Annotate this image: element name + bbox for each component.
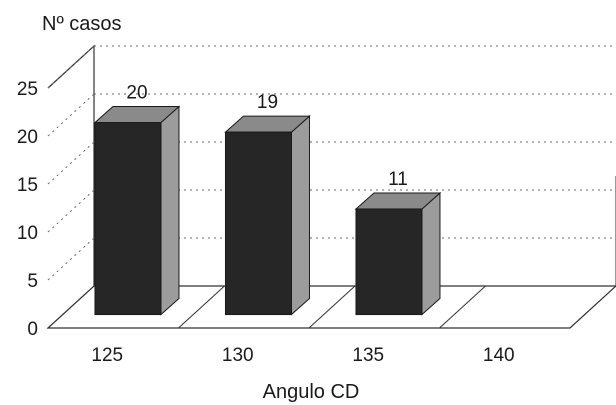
x-tick-label-130: 130	[222, 345, 254, 366]
bar-side	[160, 105, 180, 316]
data-label-125: 20	[126, 83, 147, 104]
data-labels: 20 19 11	[126, 83, 407, 190]
y-tick-label: 5	[27, 271, 38, 292]
y-tick-label: 0	[27, 319, 38, 340]
floor-divider	[308, 285, 356, 329]
chart-floor	[46, 176, 616, 329]
y-tick-label: 15	[17, 175, 38, 196]
gridline-depth-5	[47, 237, 95, 281]
bar-135	[354, 191, 442, 316]
gridline-depth-25	[47, 45, 95, 89]
y-tick-label: 20	[17, 127, 38, 148]
bar-front	[224, 131, 292, 316]
y-tick-label: 10	[17, 223, 38, 244]
floor-divider	[178, 285, 225, 329]
bar-125	[93, 105, 181, 316]
data-label-135: 11	[388, 169, 408, 190]
gridline-depth-20	[47, 93, 95, 137]
x-tick-label-135: 135	[352, 345, 384, 366]
gridline-depth-15	[47, 141, 95, 185]
chart-gridlines	[47, 45, 616, 281]
chart-bars	[93, 105, 442, 316]
chart-walls	[47, 44, 95, 286]
gridline-depth-10	[47, 189, 95, 233]
floor-divider	[439, 285, 486, 329]
bar-front	[94, 122, 162, 316]
x-axis-label: Angulo CD	[263, 381, 360, 403]
bar-front	[355, 208, 423, 316]
y-axis-ticks: 0 5 10 15 20 25	[17, 79, 38, 340]
x-tick-label-125: 125	[91, 345, 123, 366]
y-tick-label: 25	[17, 79, 38, 100]
bar-130	[224, 115, 311, 316]
data-label-130: 19	[257, 92, 278, 113]
bar-side	[290, 115, 310, 316]
left-wall	[47, 44, 95, 286]
x-tick-label-140: 140	[483, 345, 515, 366]
x-axis-ticks: 125 130 135 140	[91, 345, 514, 366]
bar-side	[421, 191, 441, 316]
y-axis-label: Nº casos	[42, 13, 122, 35]
